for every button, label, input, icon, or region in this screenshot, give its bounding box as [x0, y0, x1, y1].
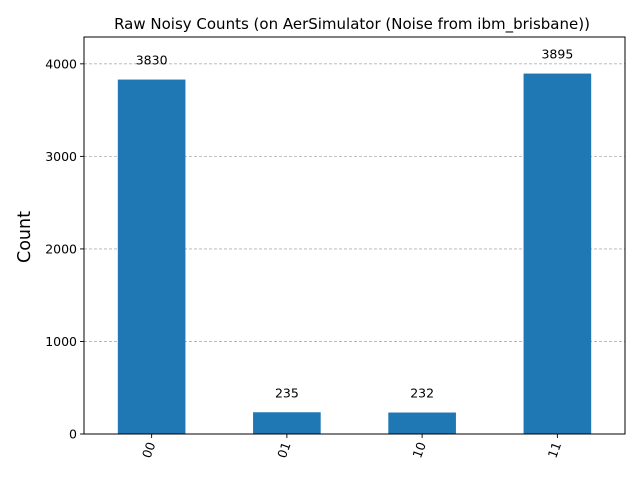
x-tick-label: 11: [545, 440, 565, 460]
bar-11: [523, 73, 592, 434]
y-tick-label: 0: [69, 427, 77, 442]
data-label-00: 3830: [136, 53, 168, 68]
x-ticks: 00 01 10 11: [139, 434, 564, 460]
bar-00: [117, 79, 186, 435]
data-label-11: 3895: [541, 47, 573, 62]
bars: [117, 73, 592, 435]
x-tick-label: 10: [409, 440, 429, 460]
axes: [83, 36, 626, 435]
data-label-10: 232: [410, 386, 434, 401]
x-tick-label: 00: [139, 440, 159, 460]
y-tick-label: 2000: [45, 241, 77, 256]
y-tick-label: 3000: [45, 149, 77, 164]
x-tick-label: 01: [274, 440, 294, 460]
data-label-01: 235: [275, 385, 299, 400]
y-tick-label: 4000: [45, 56, 77, 71]
y-axis-label: Count: [15, 211, 35, 263]
plot-frame: [83, 36, 626, 435]
bar-01: [253, 412, 321, 434]
y-ticks: 0 1000 2000 3000 4000: [45, 56, 84, 442]
bar-10: [388, 412, 456, 434]
y-tick-label: 1000: [45, 334, 77, 349]
chart-title: Raw Noisy Counts (on AerSimulator (Noise…: [114, 15, 590, 34]
data-labels: 3830 235 232 3895: [136, 47, 574, 401]
